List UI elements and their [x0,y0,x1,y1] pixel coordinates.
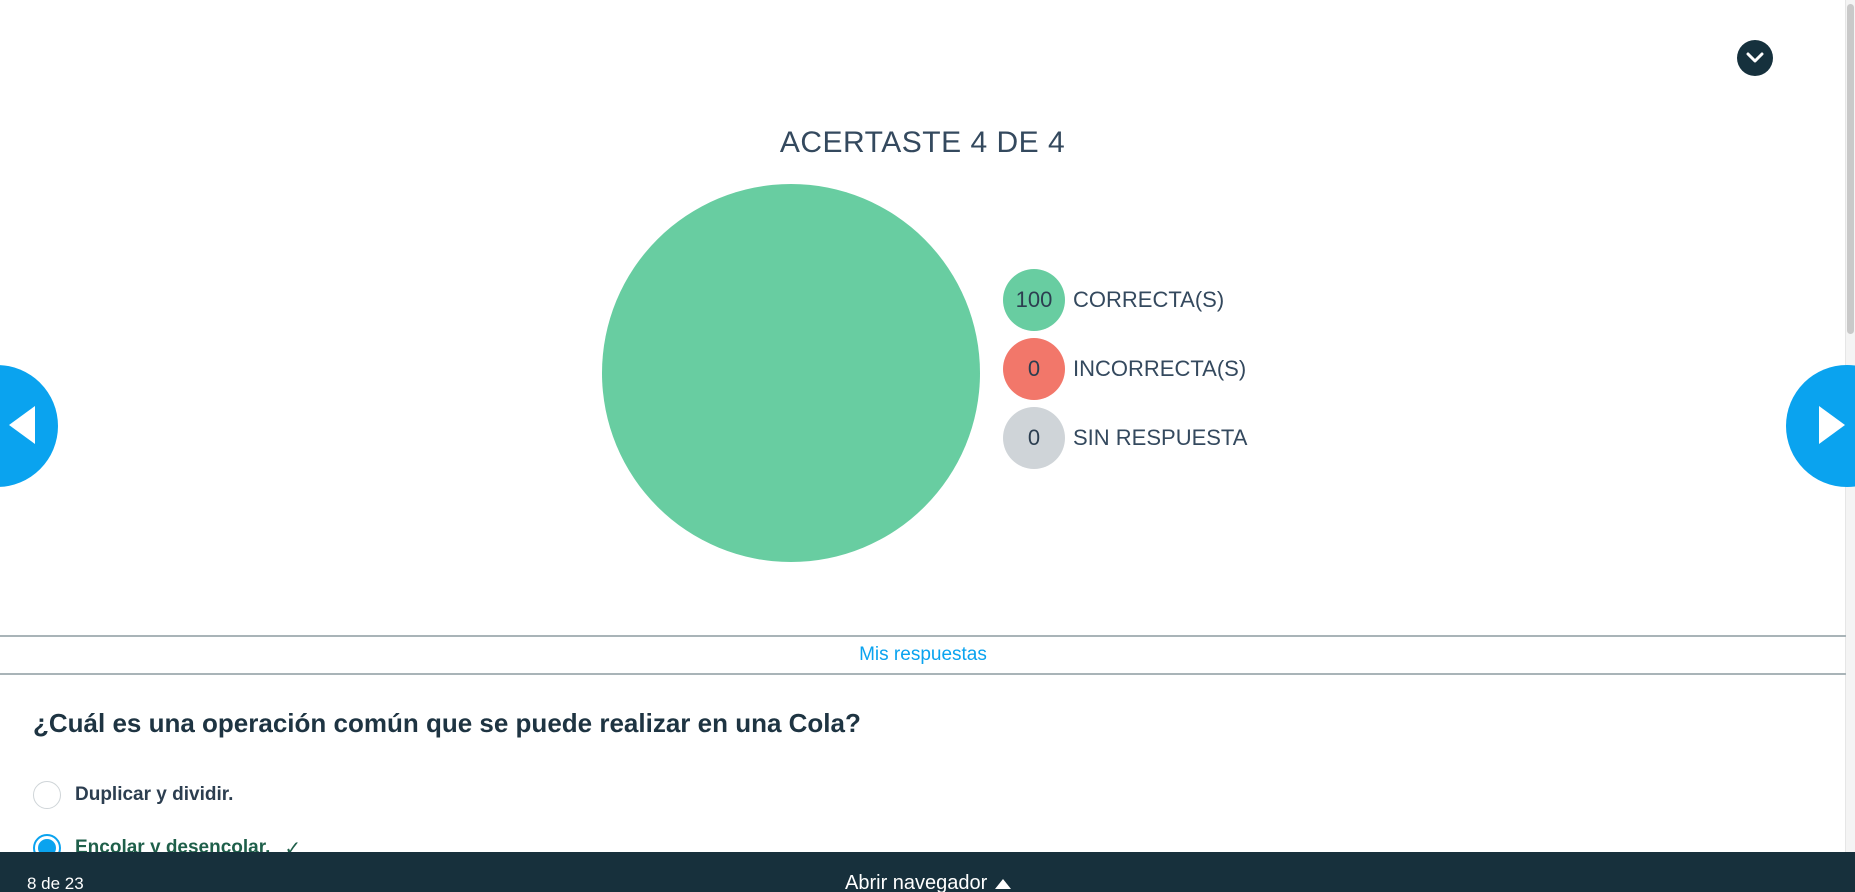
radio-button[interactable] [33,781,61,809]
score-title: ACERTASTE 4 DE 4 [779,126,1066,159]
arrow-left-icon [9,406,35,444]
chevron-down-icon [1746,52,1764,63]
open-navigator-button[interactable]: Abrir navegador [845,872,1012,892]
next-button[interactable] [1786,365,1855,487]
footer-bar: 8 de 23 Abrir navegador [0,852,1855,892]
page-counter: 8 de 23 [27,874,84,892]
legend-item-unanswered: 0 SIN RESPUESTA [1003,407,1247,469]
legend-label-incorrect: INCORRECTA(S) [1073,356,1247,381]
pie-svg [602,184,980,562]
open-navigator-label: Abrir navegador [845,872,988,892]
radio-button-selected[interactable] [33,834,61,862]
legend-value-incorrect: 0 [1003,338,1065,400]
question-text: ¿Cuál es una operación común que se pued… [33,708,861,738]
tab-my-answers[interactable]: Mis respuestas [859,644,987,665]
legend-value-unanswered: 0 [1003,407,1065,469]
legend-item-incorrect: 0 INCORRECTA(S) [1003,338,1247,400]
answer-option-label: Duplicar y dividir. [75,784,234,805]
legend-label-correct: CORRECTA(S) [1073,287,1225,312]
arrow-right-icon [1819,406,1845,444]
legend-label-unanswered: SIN RESPUESTA [1073,425,1248,450]
collapse-button[interactable] [1737,40,1773,76]
results-pie-chart [602,184,980,562]
legend-value-correct: 100 [1003,269,1065,331]
legend-item-correct: 100 CORRECTA(S) [1003,269,1247,331]
scrollbar-thumb[interactable] [1847,4,1854,334]
answers-tab-bar: Mis respuestas [0,635,1846,675]
chart-legend: 100 CORRECTA(S) 0 INCORRECTA(S) 0 SIN RE… [1003,269,1247,476]
previous-button[interactable] [0,365,58,487]
caret-up-icon [995,878,1012,889]
answer-option[interactable]: Duplicar y dividir. [33,781,233,809]
pie-slice-correcta-s [602,184,980,562]
